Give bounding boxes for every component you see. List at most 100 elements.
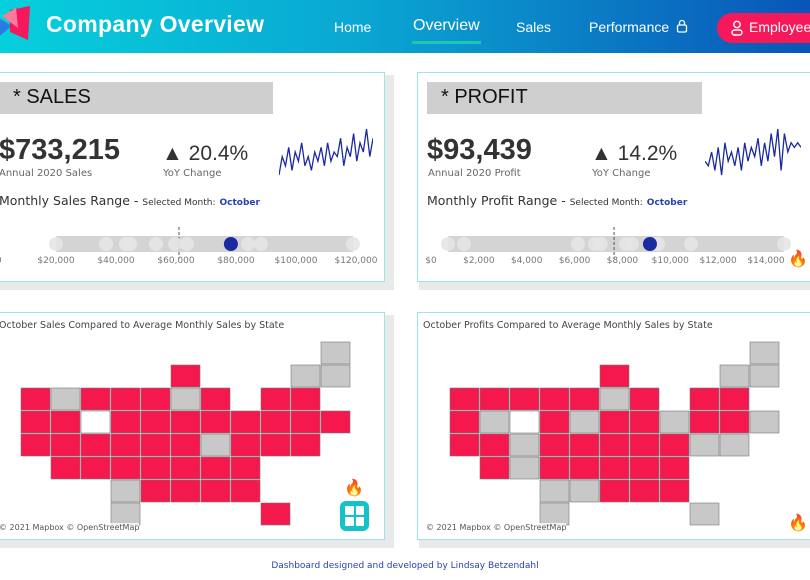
- state-or[interactable]: [20, 410, 51, 434]
- state-de[interactable]: [290, 433, 321, 457]
- nav-performance[interactable]: Performance: [589, 19, 688, 35]
- state-nm[interactable]: [80, 456, 111, 480]
- state-ne[interactable]: [539, 433, 570, 457]
- month-dot[interactable]: [180, 237, 195, 251]
- state-ca[interactable]: [20, 433, 51, 457]
- state-mt[interactable]: [80, 387, 111, 411]
- state-ks[interactable]: [539, 456, 570, 480]
- state-co[interactable]: [80, 433, 111, 457]
- fire-icon[interactable]: 🔥: [788, 249, 808, 268]
- state-ms[interactable]: [170, 479, 201, 503]
- state-de[interactable]: [719, 433, 750, 457]
- state-sd[interactable]: [539, 410, 570, 434]
- state-wv[interactable]: [200, 433, 231, 457]
- state-ma[interactable]: [290, 387, 321, 411]
- state-tx[interactable]: [539, 502, 570, 526]
- state-ia[interactable]: [569, 410, 600, 434]
- state-mn[interactable]: [569, 387, 600, 411]
- state-va[interactable]: [230, 433, 261, 457]
- state-ar[interactable]: [569, 456, 600, 480]
- month-dot[interactable]: [99, 237, 114, 251]
- state-wv[interactable]: [629, 433, 660, 457]
- state-wi[interactable]: [599, 364, 630, 388]
- state-nc[interactable]: [629, 456, 660, 480]
- state-sd[interactable]: [110, 410, 141, 434]
- state-ks[interactable]: [110, 456, 141, 480]
- state-wa[interactable]: [449, 387, 480, 411]
- month-dot[interactable]: [123, 237, 138, 251]
- state-fl[interactable]: [689, 502, 720, 526]
- state-ny[interactable]: [689, 387, 720, 411]
- month-dot[interactable]: [593, 237, 608, 251]
- state-vt[interactable]: [290, 364, 321, 388]
- state-nj[interactable]: [689, 410, 720, 434]
- month-dot[interactable]: [776, 237, 791, 251]
- state-ri[interactable]: [749, 410, 780, 434]
- state-ar[interactable]: [140, 456, 171, 480]
- state-il[interactable]: [599, 387, 630, 411]
- profit-range-dotplot[interactable]: [418, 213, 810, 273]
- state-az[interactable]: [50, 456, 81, 480]
- state-sc[interactable]: [230, 456, 261, 480]
- state-nm[interactable]: [509, 456, 540, 480]
- state-ma[interactable]: [719, 387, 750, 411]
- state-ms[interactable]: [599, 479, 630, 503]
- state-nc[interactable]: [200, 456, 231, 480]
- state-mo[interactable]: [569, 433, 600, 457]
- state-in[interactable]: [170, 410, 201, 434]
- nav-home[interactable]: Home: [334, 19, 372, 35]
- sales-range-dotplot[interactable]: [0, 213, 384, 273]
- state-va[interactable]: [659, 433, 690, 457]
- state-oh[interactable]: [629, 410, 660, 434]
- state-ca[interactable]: [449, 433, 480, 457]
- map-attribution[interactable]: © 2021 Mapbox © OpenStreetMap: [0, 523, 140, 532]
- state-pa[interactable]: [230, 410, 261, 434]
- state-ny[interactable]: [260, 387, 291, 411]
- state-nv[interactable]: [479, 410, 510, 434]
- state-id[interactable]: [50, 387, 81, 411]
- state-ne[interactable]: [110, 433, 141, 457]
- state-az[interactable]: [479, 456, 510, 480]
- state-nd[interactable]: [539, 387, 570, 411]
- state-nh[interactable]: [749, 364, 780, 388]
- state-nh[interactable]: [320, 364, 351, 388]
- state-mn[interactable]: [140, 387, 171, 411]
- state-nd[interactable]: [110, 387, 141, 411]
- month-dot[interactable]: [148, 237, 163, 251]
- state-me[interactable]: [749, 341, 780, 365]
- sales-state-map[interactable]: [19, 338, 359, 533]
- month-dot[interactable]: [684, 237, 699, 251]
- state-wy[interactable]: [80, 410, 111, 434]
- state-vt[interactable]: [719, 364, 750, 388]
- employee-button[interactable]: Employee: [717, 13, 810, 43]
- state-tn[interactable]: [599, 456, 630, 480]
- state-pa[interactable]: [659, 410, 690, 434]
- state-ct[interactable]: [719, 410, 750, 434]
- state-la[interactable]: [140, 479, 171, 503]
- selected-month-dot[interactable]: [642, 237, 657, 251]
- state-ia[interactable]: [140, 410, 171, 434]
- state-id[interactable]: [479, 387, 510, 411]
- state-ut[interactable]: [50, 433, 81, 457]
- state-md[interactable]: [260, 433, 291, 457]
- fire-icon[interactable]: 🔥: [788, 513, 808, 532]
- state-md[interactable]: [689, 433, 720, 457]
- state-or[interactable]: [449, 410, 480, 434]
- month-dot[interactable]: [241, 237, 255, 251]
- state-al[interactable]: [200, 479, 231, 503]
- state-wa[interactable]: [20, 387, 51, 411]
- state-tn[interactable]: [170, 456, 201, 480]
- month-dot[interactable]: [168, 237, 183, 251]
- nav-overview[interactable]: Overview: [412, 17, 481, 44]
- state-al[interactable]: [629, 479, 660, 503]
- state-wi[interactable]: [170, 364, 201, 388]
- state-ky[interactable]: [599, 433, 630, 457]
- state-ky[interactable]: [170, 433, 201, 457]
- state-oh[interactable]: [200, 410, 231, 434]
- dashboard-grid-button[interactable]: [340, 501, 369, 531]
- month-dot[interactable]: [570, 237, 585, 251]
- state-ga[interactable]: [230, 479, 261, 503]
- month-dot[interactable]: [457, 237, 472, 251]
- state-ok[interactable]: [539, 479, 570, 503]
- fire-icon[interactable]: 🔥: [344, 478, 364, 497]
